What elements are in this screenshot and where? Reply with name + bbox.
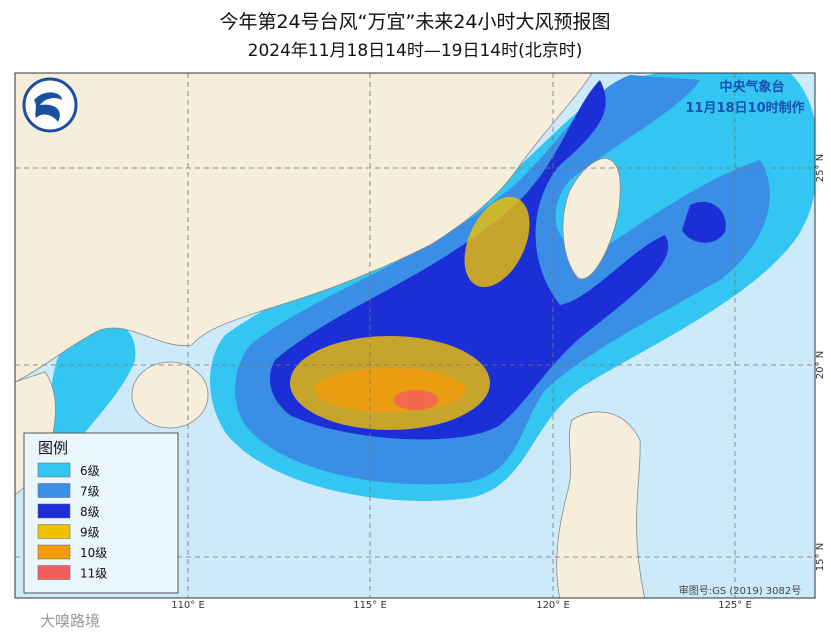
legend-label: 11级 — [80, 567, 107, 581]
lat-label: 25° N — [815, 154, 826, 182]
legend-label: 10级 — [80, 546, 107, 560]
longitude-labels: 110° E 115° E 120° E 125° E — [171, 600, 752, 611]
title: 今年第24号台风“万宜”未来24小时大风预报图 — [219, 11, 610, 33]
zone-10 — [315, 368, 465, 412]
lat-label: 15° N — [815, 543, 826, 571]
subtitle: 2024年11月18日14时—19日14时(北京时) — [248, 41, 583, 61]
luzon — [556, 411, 646, 598]
legend-swatch — [37, 503, 71, 519]
lon-label: 115° E — [353, 600, 387, 611]
lat-label: 20° N — [815, 351, 826, 379]
legend-label: 9级 — [80, 526, 100, 540]
latitude-labels: 25° N 20° N 15° N — [815, 154, 826, 571]
watermark: 大嗅路境 — [40, 612, 100, 630]
legend-swatch — [37, 483, 71, 498]
map-frame — [14, 72, 816, 599]
lon-label: 120° E — [536, 600, 570, 611]
graticule — [15, 73, 815, 598]
legend-swatch — [37, 544, 71, 560]
legend-label: 6级 — [80, 464, 100, 478]
issue-time: 11月18日10时制作 — [685, 100, 804, 116]
hainan — [131, 361, 209, 429]
logo — [22, 77, 78, 133]
taiwan — [562, 157, 621, 280]
legend-swatch — [37, 462, 71, 478]
legend: 图例 6级 7级 8级 9级 10级 11级 — [23, 432, 179, 594]
zone-8-east — [682, 201, 726, 243]
mainland — [15, 73, 593, 383]
land — [15, 73, 646, 598]
map-number: 审图号:GS (2019) 3082号 — [679, 584, 802, 597]
zone-9-north — [464, 196, 530, 288]
legend-swatch — [37, 524, 71, 539]
legend-label: 7级 — [80, 485, 100, 499]
legend-label: 8级 — [80, 505, 100, 519]
lon-label: 125° E — [718, 600, 752, 611]
lon-label: 110° E — [171, 600, 205, 611]
legend-title: 图例 — [38, 439, 68, 457]
legend-swatch — [37, 565, 71, 580]
issuer-name: 中央气象台 — [719, 79, 784, 95]
zone-11 — [394, 390, 438, 410]
